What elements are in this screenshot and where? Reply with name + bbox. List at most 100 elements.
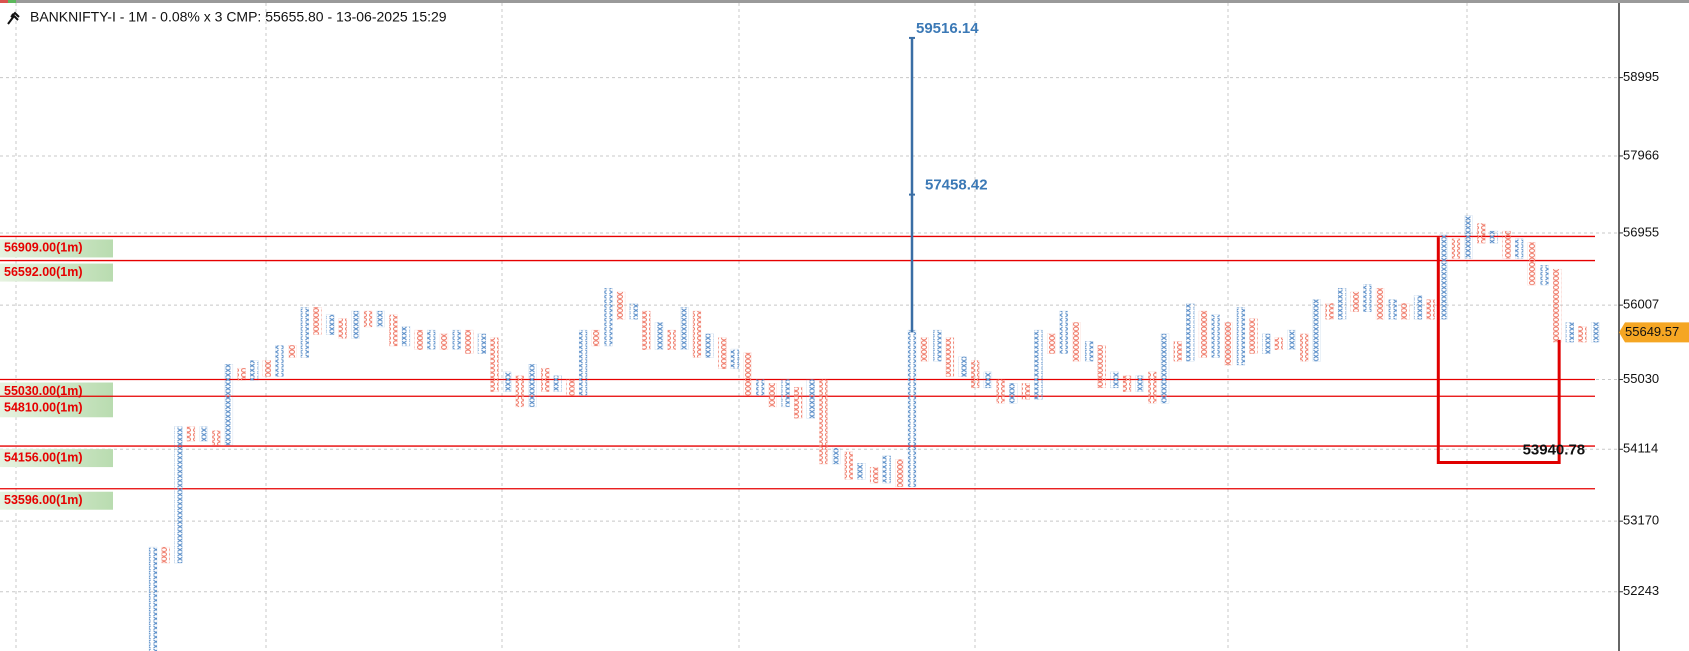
x-column bbox=[503, 371, 512, 392]
o-column bbox=[895, 459, 904, 488]
x-column bbox=[376, 310, 385, 328]
x-column bbox=[857, 463, 866, 480]
x-column bbox=[1464, 215, 1473, 259]
o-column bbox=[363, 310, 373, 328]
o-column bbox=[1047, 333, 1056, 354]
pin-icon bbox=[7, 11, 20, 25]
annotation-label: 57458.42 bbox=[925, 177, 988, 194]
o-column bbox=[616, 291, 626, 320]
y-tick-label: 52243 bbox=[1623, 583, 1659, 598]
y-tick-label: 54114 bbox=[1623, 441, 1658, 456]
y-tick-label: 56955 bbox=[1623, 224, 1659, 239]
chart-header: BANKNIFTY-I - 1M - 0.08% x 3 CMP: 55655.… bbox=[30, 9, 447, 25]
o-column bbox=[1249, 318, 1258, 354]
x-column bbox=[1439, 234, 1448, 320]
x-column bbox=[1413, 295, 1423, 320]
x-column bbox=[578, 329, 588, 396]
x-column bbox=[1590, 322, 1600, 343]
x-column bbox=[452, 329, 461, 350]
x-column bbox=[1084, 341, 1094, 362]
level-label-box bbox=[0, 491, 113, 510]
y-tick-label: 57966 bbox=[1623, 147, 1659, 162]
o-column bbox=[1325, 303, 1334, 320]
x-column bbox=[351, 310, 360, 339]
y-tick-label: 56007 bbox=[1623, 297, 1659, 312]
bracket bbox=[1436, 237, 1561, 464]
o-column bbox=[920, 337, 929, 362]
x-column bbox=[629, 303, 638, 320]
o-column bbox=[1173, 341, 1182, 362]
y-tick-label: 53170 bbox=[1623, 513, 1659, 528]
o-column bbox=[1148, 371, 1157, 404]
o-column bbox=[692, 310, 702, 358]
o-column bbox=[591, 329, 600, 347]
cmp-box bbox=[1619, 322, 1689, 343]
corner-mark bbox=[0, 0, 8, 3]
cmp-label: 55649.57 bbox=[1625, 324, 1679, 339]
o-column bbox=[262, 360, 272, 377]
x-column bbox=[275, 345, 284, 377]
level-label-box bbox=[0, 399, 113, 418]
o-column bbox=[439, 333, 449, 350]
o-column bbox=[996, 379, 1005, 404]
o-column bbox=[971, 360, 980, 389]
o-column bbox=[566, 379, 575, 396]
x-column bbox=[907, 329, 917, 488]
o-column bbox=[667, 329, 676, 350]
x-column bbox=[174, 426, 183, 564]
o-column bbox=[945, 337, 955, 377]
o-column bbox=[718, 337, 727, 370]
o-column bbox=[541, 367, 550, 392]
o-column bbox=[869, 466, 879, 484]
o-column bbox=[1451, 238, 1461, 259]
x-column bbox=[1186, 303, 1195, 362]
x-column bbox=[983, 371, 993, 389]
x-column bbox=[781, 379, 790, 408]
x-column bbox=[300, 307, 309, 358]
o-column bbox=[642, 310, 651, 350]
x-column bbox=[1287, 329, 1296, 350]
o-column bbox=[1122, 375, 1132, 392]
x-column bbox=[148, 546, 158, 651]
x-column bbox=[1388, 299, 1397, 320]
o-column bbox=[237, 367, 246, 381]
x-column bbox=[654, 322, 664, 350]
o-column bbox=[1375, 287, 1385, 320]
x-column bbox=[882, 455, 891, 484]
o-column bbox=[389, 314, 398, 347]
o-column bbox=[515, 375, 524, 408]
x-column bbox=[1009, 383, 1018, 404]
x-column bbox=[199, 426, 208, 442]
x-column bbox=[528, 364, 537, 408]
level-label-box bbox=[0, 263, 113, 282]
o-column bbox=[490, 337, 499, 392]
o-column bbox=[1198, 310, 1208, 358]
o-column bbox=[287, 345, 297, 358]
x-column bbox=[730, 348, 740, 370]
x-column bbox=[1135, 375, 1144, 392]
x-column bbox=[325, 314, 335, 335]
o-column bbox=[212, 430, 221, 446]
o-column bbox=[1097, 345, 1106, 389]
x-column bbox=[1262, 333, 1271, 354]
y-tick-label: 58995 bbox=[1623, 69, 1659, 84]
o-column bbox=[465, 329, 474, 354]
x-column bbox=[680, 307, 689, 350]
level-label: 54810.00(1m) bbox=[4, 401, 83, 415]
o-column bbox=[743, 352, 752, 396]
level-label: 53596.00(1m) bbox=[4, 493, 83, 507]
x-column bbox=[705, 333, 714, 358]
o-column bbox=[1527, 242, 1536, 286]
o-column bbox=[1350, 291, 1359, 312]
o-column bbox=[1553, 268, 1562, 343]
o-column bbox=[161, 546, 170, 564]
level-label-box bbox=[0, 449, 113, 468]
x-column bbox=[806, 379, 815, 419]
x-column bbox=[1515, 238, 1524, 259]
y-tick-label: 55030 bbox=[1623, 371, 1659, 386]
x-column bbox=[1312, 299, 1321, 362]
x-column bbox=[1540, 265, 1549, 286]
annotation-label: 59516.14 bbox=[916, 20, 979, 37]
